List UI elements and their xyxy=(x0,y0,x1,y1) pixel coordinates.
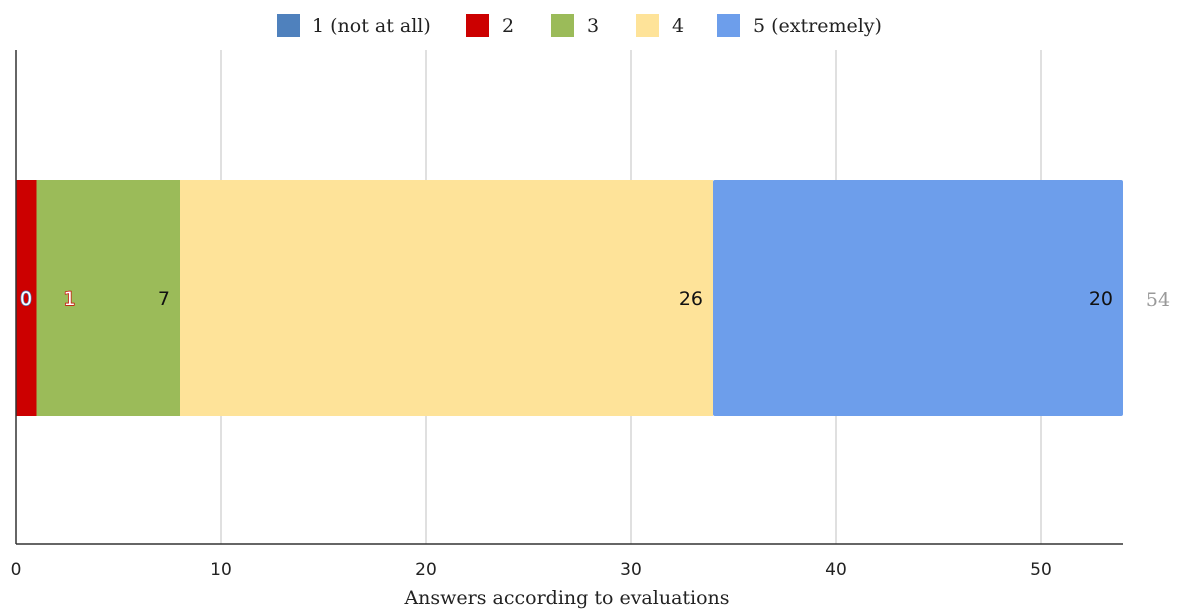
bar-segment-5 xyxy=(713,180,1123,416)
x-tick-label-10: 10 xyxy=(210,560,232,580)
x-tick-label-0: 0 xyxy=(11,560,22,580)
x-tick-label-40: 40 xyxy=(825,560,847,580)
legend-label-5: 5 (extremely) xyxy=(753,15,882,37)
bar-segment-3 xyxy=(36,180,180,416)
x-tick-labels: 0 10 20 30 40 50 xyxy=(11,560,1052,580)
legend-item-2: 2 xyxy=(466,14,514,37)
legend-swatch-4 xyxy=(636,14,659,37)
legend-label-4: 4 xyxy=(672,15,684,37)
x-axis-title: Answers according to evaluations xyxy=(403,587,729,609)
data-label-5: 20 xyxy=(1089,288,1113,310)
bar-segment-2 xyxy=(16,180,37,416)
bars xyxy=(16,180,1123,416)
legend-swatch-1 xyxy=(277,14,300,37)
legend-label-1: 1 (not at all) xyxy=(312,15,431,37)
legend-label-3: 3 xyxy=(587,15,599,37)
legend-label-2: 2 xyxy=(502,15,514,37)
legend: 1 (not at all) 2 3 4 5 (extremely) xyxy=(277,14,882,37)
data-label-1: 0 xyxy=(20,288,32,310)
legend-swatch-3 xyxy=(551,14,574,37)
legend-swatch-2 xyxy=(466,14,489,37)
data-label-3: 7 xyxy=(158,288,170,310)
x-tick-label-30: 30 xyxy=(620,560,642,580)
legend-item-3: 3 xyxy=(551,14,599,37)
data-label-2: 1 xyxy=(63,288,75,310)
legend-item-5: 5 (extremely) xyxy=(717,14,882,37)
legend-swatch-5 xyxy=(717,14,740,37)
legend-item-1: 1 (not at all) xyxy=(277,14,431,37)
x-tick-label-50: 50 xyxy=(1030,560,1052,580)
total-label: 54 xyxy=(1146,289,1170,311)
legend-item-4: 4 xyxy=(636,14,684,37)
x-tick-label-20: 20 xyxy=(415,560,437,580)
axes xyxy=(15,50,1123,545)
data-labels: 0 1 7 26 20 xyxy=(19,287,1113,310)
data-label-4: 26 xyxy=(679,288,703,310)
bar-segment-4 xyxy=(180,180,713,416)
